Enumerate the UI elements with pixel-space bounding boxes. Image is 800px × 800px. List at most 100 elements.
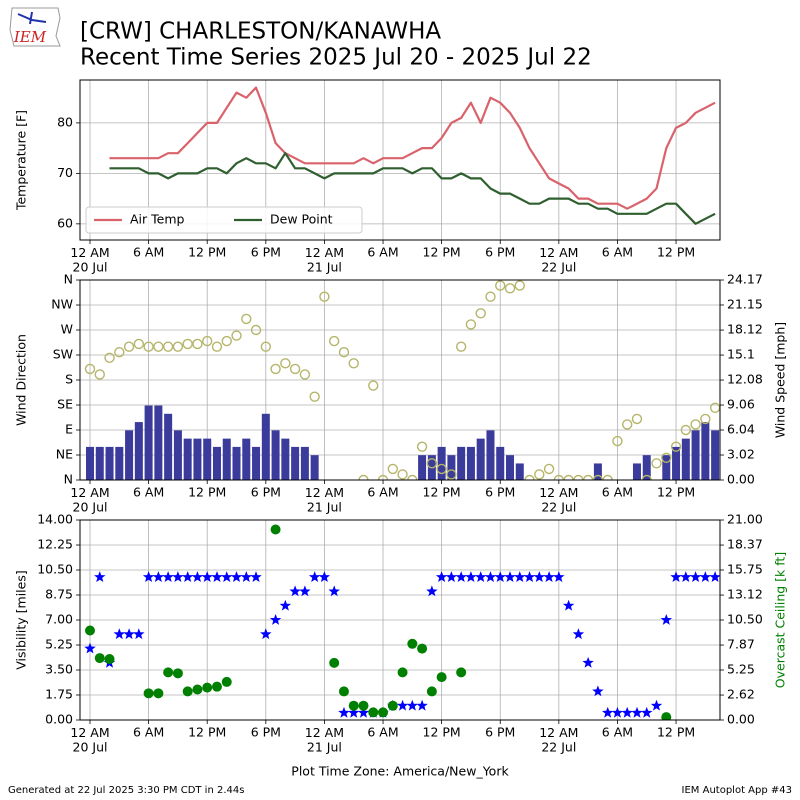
star-point: [689, 571, 702, 582]
y-tick-label: 1.75: [45, 687, 73, 702]
star-point: [94, 571, 106, 582]
x-tick-label: 12 PM: [188, 245, 226, 260]
point: [524, 474, 535, 480]
point: [358, 700, 369, 711]
y-tick-label: NE: [56, 447, 73, 462]
y2-tick-label: 13.12: [727, 587, 763, 602]
line-series: [109, 152, 716, 225]
point: [338, 347, 350, 358]
bar: [203, 438, 212, 480]
star-point: [299, 585, 311, 597]
bar: [496, 446, 505, 480]
point: [436, 463, 447, 475]
bar: [701, 422, 710, 480]
x-tick-label: 6 AM: [602, 485, 633, 500]
star-point: [592, 685, 604, 697]
point: [289, 363, 301, 375]
legend-label: Dew Point: [270, 212, 333, 227]
point: [84, 363, 96, 375]
line-series: [109, 86, 716, 210]
y-tick-label: NW: [51, 297, 73, 312]
point: [700, 413, 711, 425]
y-tick-label: 14.00: [37, 512, 73, 527]
y-tick-label: E: [65, 422, 73, 437]
bar: [154, 405, 163, 480]
star-point: [709, 571, 720, 582]
point: [475, 308, 486, 319]
logo-mark: [17, 11, 47, 25]
point: [602, 474, 613, 480]
bar: [300, 446, 309, 480]
panel: 12 AM 20 Jul 6 AM 12 PM 6 PM 12 AM 21 Jul 6 AM 1…: [14, 79, 721, 274]
x-tick-label: 12 AM 21 Jul: [305, 725, 344, 754]
y-tick-label: 5.25: [45, 637, 73, 652]
star-point: [142, 571, 155, 582]
point: [94, 653, 105, 664]
point: [661, 712, 672, 720]
point: [172, 341, 184, 352]
star-point: [240, 571, 252, 582]
star-point: [455, 571, 467, 582]
star-point: [582, 656, 594, 668]
point: [153, 688, 164, 699]
x-tick-label: 6 PM: [485, 485, 515, 500]
point: [553, 474, 565, 480]
bar: [134, 422, 143, 480]
y2-tick-label: 15.75: [727, 562, 763, 577]
series-layer: [109, 86, 716, 225]
point: [670, 441, 682, 452]
y2-tick-label: 21.00: [727, 512, 763, 527]
star-point: [416, 699, 428, 711]
point: [446, 469, 457, 480]
x-tick-label: 6 PM: [251, 725, 281, 740]
point: [192, 684, 203, 695]
plot-frame: [79, 79, 721, 241]
star-point: [338, 706, 350, 718]
star-point: [357, 706, 370, 718]
y2-tick-label: 10.50: [727, 612, 763, 627]
bar: [86, 446, 94, 480]
y-tick-label: 7.00: [45, 612, 73, 627]
y-tick-label: 80: [57, 114, 73, 129]
x-tick-label: 12 PM: [657, 485, 695, 500]
point: [455, 341, 467, 352]
point: [592, 474, 604, 480]
legend: Air Temp Dew Point: [85, 206, 363, 234]
bar: [672, 446, 681, 480]
point: [241, 313, 252, 325]
y2-tick-label: 24.17: [727, 272, 763, 287]
bar: [447, 455, 456, 480]
y2-tick-label: 0.00: [727, 712, 755, 727]
y2-tick-label: 6.04: [727, 422, 755, 437]
point: [133, 338, 145, 350]
point: [407, 474, 418, 480]
x-tick-label: 6 AM: [133, 485, 164, 500]
star-point: [328, 585, 340, 597]
point: [153, 341, 164, 352]
point: [495, 280, 506, 291]
y-tick-label: W: [61, 322, 73, 337]
star-point: [396, 699, 409, 711]
point: [104, 654, 115, 665]
x-tick-label: 6 AM: [367, 725, 398, 740]
star-point: [123, 628, 135, 640]
y-axis-label: Temperature [F]: [14, 110, 29, 211]
footer-right: IEM Autoplot App #43: [682, 785, 792, 796]
point: [465, 319, 477, 330]
star-point: [113, 628, 125, 640]
bar: [593, 463, 602, 480]
y-tick-label: 10.50: [37, 562, 73, 577]
point: [211, 341, 223, 352]
point: [407, 638, 418, 649]
point: [397, 667, 408, 678]
point: [329, 657, 340, 668]
x-tick-label: 12 AM 22 Jul: [539, 245, 578, 274]
point: [416, 441, 428, 452]
x-tick-label: 12 AM 22 Jul: [539, 485, 578, 514]
point: [85, 625, 95, 636]
star-point: [475, 571, 487, 582]
bar: [681, 438, 690, 480]
y-tick-label: 3.50: [45, 662, 73, 677]
bar: [183, 438, 192, 480]
y-tick-label: N: [64, 272, 73, 287]
